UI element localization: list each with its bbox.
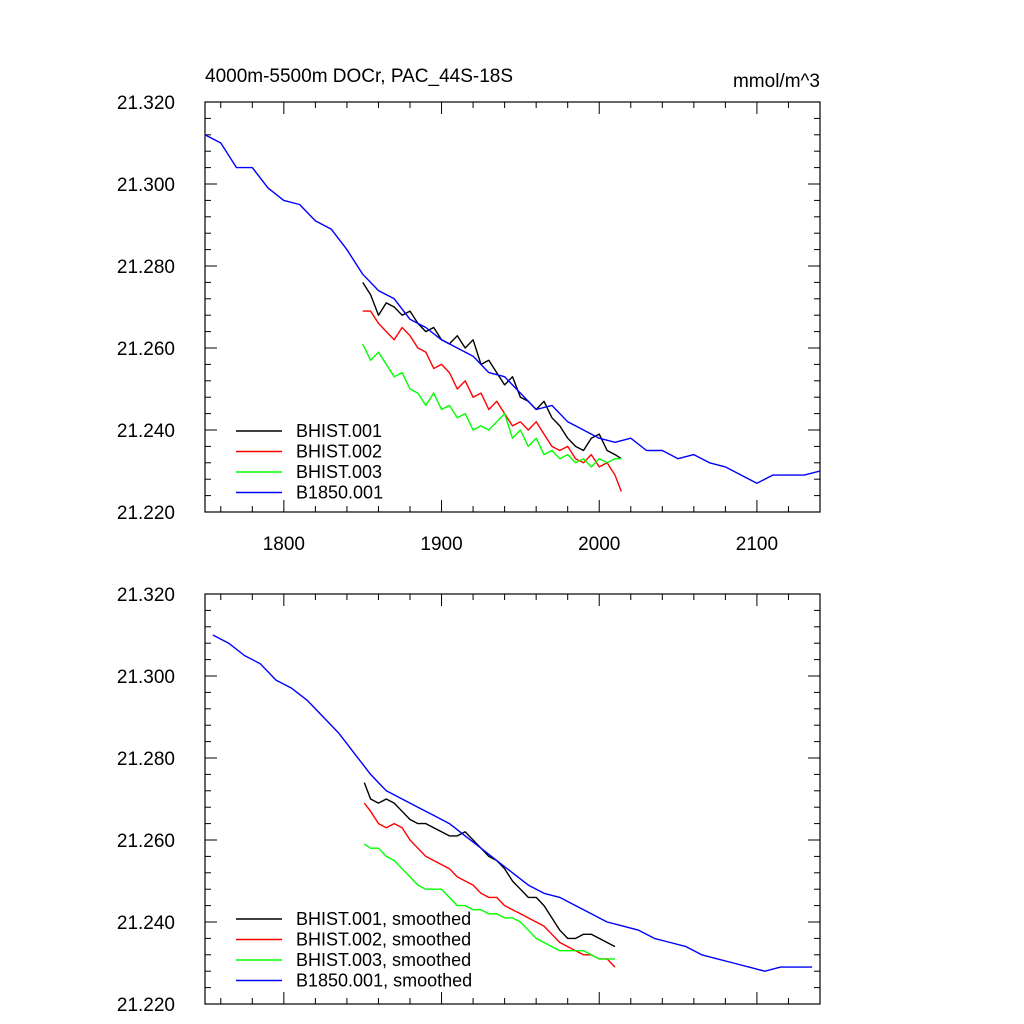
legend-label: BHIST.002 xyxy=(296,442,382,462)
series-line xyxy=(362,343,622,468)
y-tick-label: 21.240 xyxy=(117,421,175,442)
legend-label: BHIST.001 xyxy=(296,421,382,441)
legend-label: BHIST.003 xyxy=(296,462,382,482)
x-tick-label: 1800 xyxy=(263,534,305,555)
series-line xyxy=(212,634,813,972)
series-line xyxy=(205,134,820,484)
x-tick-label: 2100 xyxy=(736,534,778,555)
units-label: mmol/m^3 xyxy=(733,71,820,92)
y-tick-label: 21.220 xyxy=(117,503,175,524)
legend-label: BHIST.003, smoothed xyxy=(296,950,471,970)
y-tick-label: 21.320 xyxy=(117,585,175,606)
y-tick-label: 21.300 xyxy=(117,175,175,196)
x-tick-label: 2000 xyxy=(578,534,620,555)
y-tick-label: 21.300 xyxy=(117,667,175,688)
top-panel: 4000m-5500m DOCr, PAC_44S-18S mmol/m^3 1… xyxy=(117,66,821,555)
y-tick-label: 21.260 xyxy=(117,339,175,360)
series-line xyxy=(363,843,615,960)
legend-label: B1850.001 xyxy=(296,483,383,503)
legend-label: BHIST.001, smoothed xyxy=(296,909,471,929)
plot-frame xyxy=(204,101,821,513)
series-line xyxy=(362,310,622,492)
plot-frame xyxy=(204,593,821,1005)
y-tick-label: 21.220 xyxy=(117,995,175,1016)
x-tick-label: 1900 xyxy=(420,534,462,555)
series-line xyxy=(363,802,616,968)
y-tick-label: 21.320 xyxy=(117,93,175,114)
chart-title: 4000m-5500m DOCr, PAC_44S-18S xyxy=(205,66,513,87)
y-tick-label: 21.260 xyxy=(117,831,175,852)
y-tick-label: 21.280 xyxy=(117,257,175,278)
y-tick-label: 21.280 xyxy=(117,749,175,770)
legend-label: B1850.001, smoothed xyxy=(296,971,472,991)
series-line xyxy=(363,782,616,948)
bottom-panel: 21.220 21.240 21.260 21.280 21.300 21.320 BHIS… xyxy=(117,585,821,1016)
y-tick-label: 21.240 xyxy=(117,913,175,934)
legend-label: BHIST.002, smoothed xyxy=(296,930,471,950)
